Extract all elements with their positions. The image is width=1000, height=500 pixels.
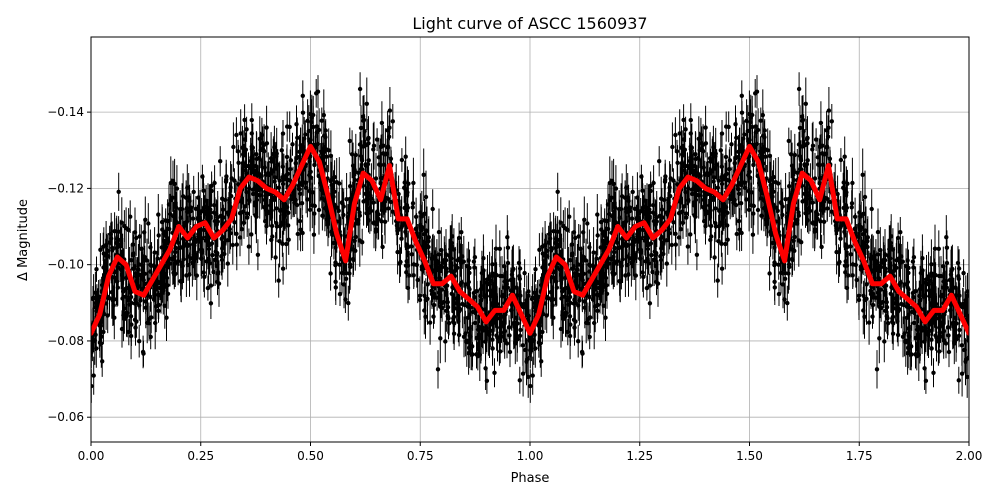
y-axis-label: Δ Magnitude [16,199,31,281]
x-tick-label: 2.00 [956,449,983,463]
x-axis: 0.00 0.25 0.50 0.75 1.00 1.25 1.50 1.75 2.00 [78,442,983,463]
x-tick-label: 1.25 [626,449,653,463]
x-tick-label: 1.75 [846,449,873,463]
x-tick-label: 0.25 [187,449,214,463]
x-tick-label: 1.00 [517,449,544,463]
x-tick-label: 1.50 [736,449,763,463]
y-tick-label: −0.14 [47,105,84,119]
x-tick-label: 0.00 [78,449,105,463]
y-tick-label: −0.08 [47,334,84,348]
chart-title: Light curve of ASCC 1560937 [412,14,647,33]
y-axis: −0.14 −0.12 −0.10 −0.08 −0.06 [47,105,91,424]
y-tick-label: −0.10 [47,258,84,272]
x-tick-label: 0.50 [297,449,324,463]
y-tick-label: −0.12 [47,181,84,195]
x-tick-label: 0.75 [407,449,434,463]
y-tick-label: −0.06 [47,410,84,424]
x-axis-label: Phase [511,471,550,486]
